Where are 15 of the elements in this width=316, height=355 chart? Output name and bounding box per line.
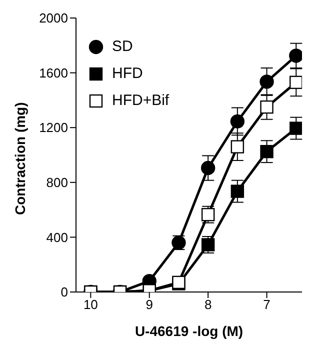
y-tick-label: 1200 — [39, 120, 68, 136]
x-tick-label: 7 — [263, 297, 270, 312]
legend-label: HFD+Bif — [112, 92, 170, 109]
y-tick-label: 1600 — [39, 65, 68, 80]
x-tick-label: 10 — [83, 297, 98, 312]
y-tick-label: 0 — [60, 284, 68, 300]
y-axis-title: Contraction (mg) — [12, 102, 28, 215]
legend-label: SD — [112, 38, 133, 55]
y-tick-label: 2000 — [39, 10, 68, 26]
x-tick-label: 8 — [204, 297, 212, 312]
legend-label: HFD — [112, 65, 143, 82]
y-tick-label: 400 — [46, 230, 68, 245]
y-tick-label: 800 — [46, 175, 68, 190]
x-axis-title: U-46619 -log (M) — [134, 323, 244, 339]
x-tick-label: 9 — [146, 297, 153, 312]
